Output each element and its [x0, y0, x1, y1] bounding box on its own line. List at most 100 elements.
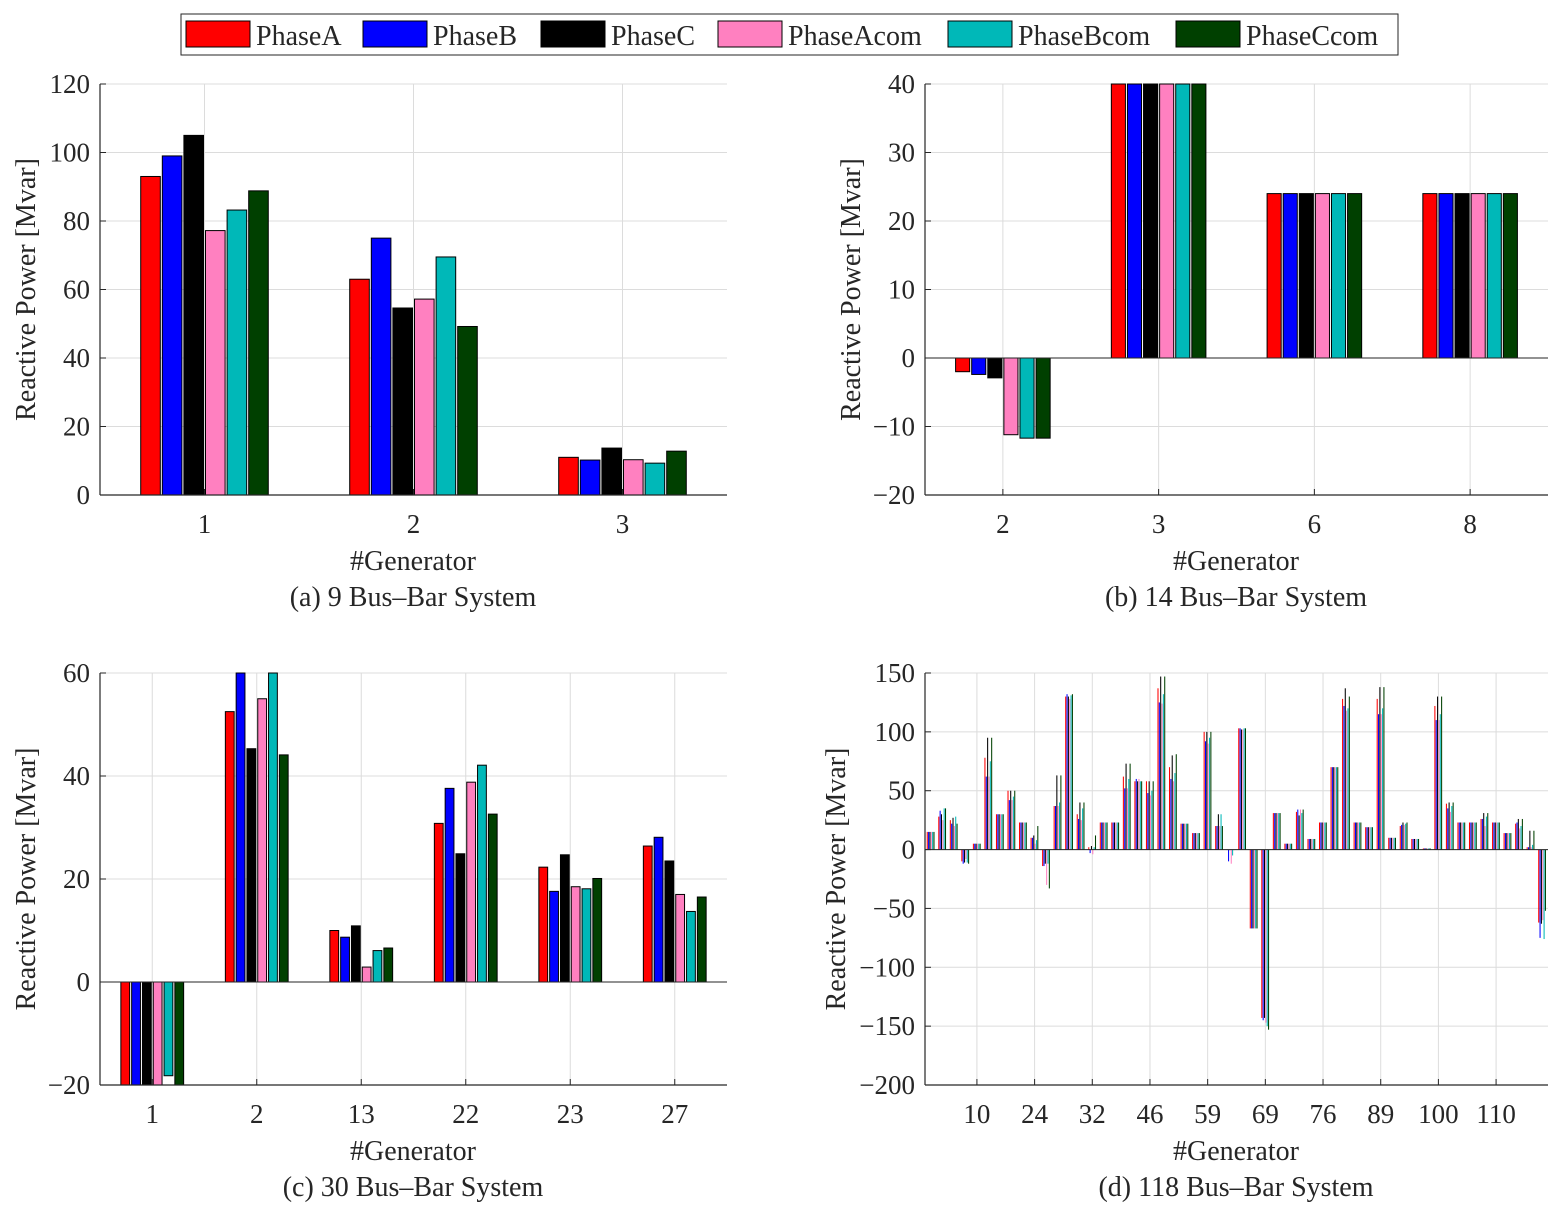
bar-phasebcom-g19 [1151, 790, 1153, 850]
bar-phasebcom-g45 [1451, 806, 1453, 850]
bar-phasea-g5 [984, 757, 986, 850]
legend-entry-phasec: PhaseC [540, 20, 695, 52]
legend: PhaseA PhaseB PhaseC PhaseAcom PhaseBcom Phas… [180, 13, 1399, 56]
bar-phasec-g50 [1506, 833, 1508, 850]
bar-phasec-g40 [1390, 837, 1392, 850]
legend-entry-phaseb: PhaseB [362, 20, 517, 52]
bar-phasebcom-8 [1486, 193, 1502, 359]
bar-phaseccom-27 [696, 896, 707, 983]
bar-phaseccom-8 [1502, 193, 1518, 359]
bar-phaseb-g15 [1101, 822, 1103, 850]
bar-phasec-g33 [1310, 838, 1312, 850]
bar-phaseacom-g10 [1046, 849, 1048, 885]
bar-phasebcom-g43 [1428, 848, 1430, 850]
bar-phaseccom-g30 [1279, 813, 1281, 850]
y-tick-label: 120 [50, 69, 91, 99]
x-tick-label: 27 [661, 1099, 688, 1129]
bar-phasebcom-g41 [1405, 823, 1407, 850]
bar-phaseccom-g10 [1048, 849, 1050, 889]
bar-phaseacom-g15 [1103, 822, 1105, 850]
bar-phasebcom-g5 [989, 761, 991, 850]
bar-phasec-g32 [1298, 815, 1300, 850]
bar-phaseacom-g0 [930, 831, 932, 850]
bar-phasebcom-g21 [1174, 773, 1176, 850]
bar-phaseccom-g28 [1256, 849, 1258, 929]
bar-phaseacom-g24 [1207, 743, 1209, 850]
bar-phasec-2 [987, 357, 1003, 379]
bar-phaseccom-2 [1035, 357, 1051, 439]
bar-phasea-g32 [1295, 811, 1297, 850]
bar-phaseccom-g43 [1429, 848, 1431, 850]
bar-phaseccom-g44 [1441, 696, 1443, 850]
bar-phaseccom-g9 [1037, 826, 1039, 850]
bar-phaseccom-g50 [1510, 833, 1512, 850]
bar-phasea-2 [955, 357, 971, 373]
legend-swatch [1175, 20, 1241, 48]
bar-phasea-g18 [1134, 781, 1136, 850]
y-tick-label: 60 [63, 275, 90, 305]
bar-phaseacom-g32 [1299, 809, 1301, 850]
bar-phasebcom-g8 [1024, 822, 1026, 850]
bar-phaseb-g32 [1297, 809, 1299, 850]
bar-phasec-g19 [1148, 781, 1150, 850]
bar-phasea-g22 [1180, 823, 1182, 850]
y-tick-label: 50 [888, 776, 915, 806]
bar-phaseb-g38 [1366, 827, 1368, 850]
bar-phaseb-g27 [1239, 728, 1241, 850]
bar-phasec-g30 [1275, 813, 1277, 850]
bar-phaseccom-g20 [1164, 676, 1166, 850]
bar-phaseacom-g16 [1115, 822, 1117, 850]
bar-phaseacom-g35 [1334, 767, 1336, 850]
chart-caption: (c) 30 Bus–Bar System [283, 1172, 544, 1203]
bar-phaseb-g51 [1516, 822, 1518, 850]
y-tick-label: −20 [873, 480, 915, 510]
y-tick-label: 0 [77, 967, 91, 997]
bar-phasebcom-1 [163, 981, 174, 1077]
bar-phasea-g27 [1238, 728, 1240, 850]
bar-phasec-8 [1454, 193, 1470, 359]
bar-phaseb-g49 [1493, 822, 1495, 850]
bar-phaseacom-g37 [1357, 822, 1359, 850]
bar-phasea-g20 [1157, 688, 1159, 850]
bar-phaseb-g39 [1378, 714, 1380, 850]
bar-phaseacom-2 [257, 698, 268, 983]
bar-phaseacom-g26 [1230, 849, 1232, 864]
bar-phaseb-g42 [1412, 838, 1414, 850]
bar-phaseccom-g32 [1302, 809, 1304, 850]
x-tick-label: 23 [557, 1099, 584, 1129]
y-tick-label: 40 [888, 69, 915, 99]
bar-phaseb-g20 [1158, 702, 1160, 850]
bar-phasea-g19 [1145, 781, 1147, 850]
bar-phasea-23 [538, 866, 549, 983]
bar-phaseacom-g45 [1449, 811, 1451, 850]
bar-phaseccom-g23 [1198, 833, 1200, 850]
y-tick-label: 20 [63, 412, 90, 442]
bar-phaseb-2 [235, 672, 246, 983]
x-axis-label: #Generator [1173, 1136, 1300, 1167]
bar-phasebcom-g2 [955, 816, 957, 850]
bar-phaseacom-g40 [1392, 837, 1394, 850]
bar-phasec-1 [183, 134, 205, 496]
y-tick-label: −10 [873, 412, 915, 442]
bar-phasebcom-g4 [978, 843, 980, 850]
bar-phasea-g50 [1503, 833, 1505, 850]
bar-phaseb-g7 [1008, 800, 1010, 850]
bar-phaseccom-g0 [933, 831, 935, 850]
bar-phasea-g33 [1307, 838, 1309, 850]
bar-phaseb-g19 [1147, 793, 1149, 850]
bar-phasebcom-27 [686, 910, 696, 983]
x-tick-label: 10 [963, 1099, 990, 1129]
bar-phasebcom-g22 [1185, 823, 1187, 850]
x-tick-label: 59 [1194, 1099, 1221, 1129]
bar-phaseacom-g31 [1288, 843, 1290, 850]
bar-phasec-1 [141, 981, 152, 1086]
bar-phaseccom-1 [248, 190, 269, 496]
bar-phasec-g10 [1044, 849, 1046, 864]
bar-phasec-g7 [1010, 790, 1012, 850]
bar-phaseb-g35 [1331, 767, 1333, 850]
x-tick-label: 46 [1136, 1099, 1163, 1129]
bar-phasec-g41 [1402, 822, 1404, 850]
legend-entry-phasebcom: PhaseBcom [947, 20, 1150, 52]
bar-phaseacom-g27 [1242, 729, 1244, 850]
bar-phaseccom-g7 [1014, 790, 1016, 850]
